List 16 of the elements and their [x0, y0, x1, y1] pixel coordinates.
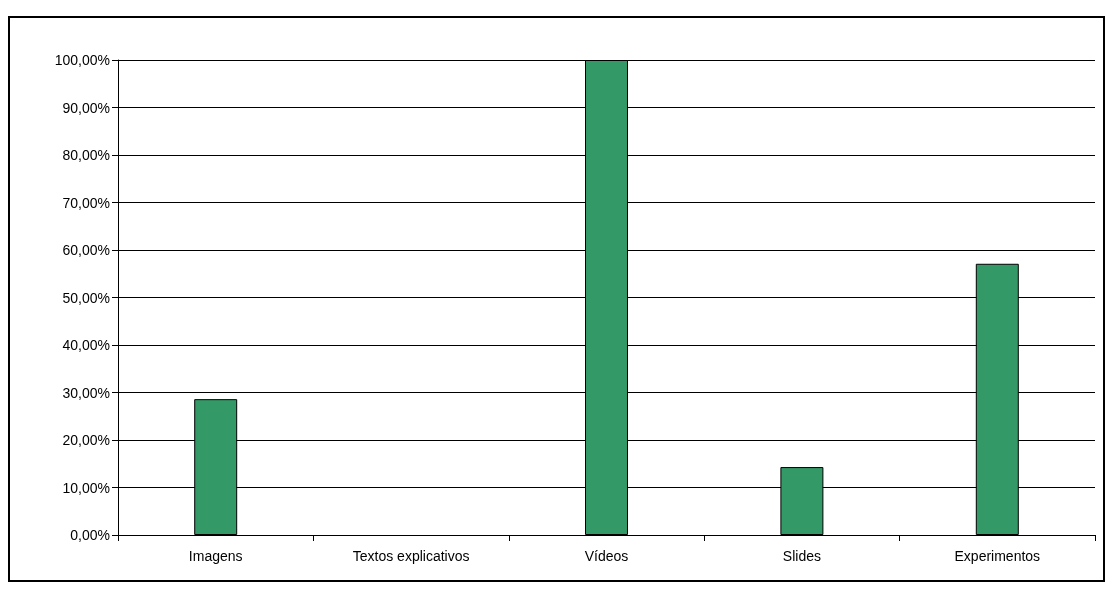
x-tick-label: Imagens: [188, 548, 243, 564]
x-tick-label: Experimentos: [954, 548, 1041, 564]
y-tick-label: 0,00%: [70, 527, 110, 543]
y-tick-label: 90,00%: [62, 99, 110, 116]
y-tick-label: 30,00%: [62, 384, 110, 401]
y-tick-label: 100,00%: [54, 52, 110, 68]
y-tick-label: 20,00%: [62, 432, 110, 448]
y-tick-label: 70,00%: [62, 194, 110, 211]
x-tick-label: Slides: [782, 548, 821, 564]
y-tick-label: 80,00%: [62, 147, 110, 163]
y-tick-label: 10,00%: [62, 479, 110, 496]
x-tick-label: Vídeos: [584, 548, 629, 564]
y-tick-label: 60,00%: [62, 242, 110, 258]
y-tick-label: 40,00%: [62, 337, 110, 353]
x-tick-label: Textos explicativos: [352, 548, 470, 564]
y-tick-label: 50,00%: [62, 289, 110, 306]
